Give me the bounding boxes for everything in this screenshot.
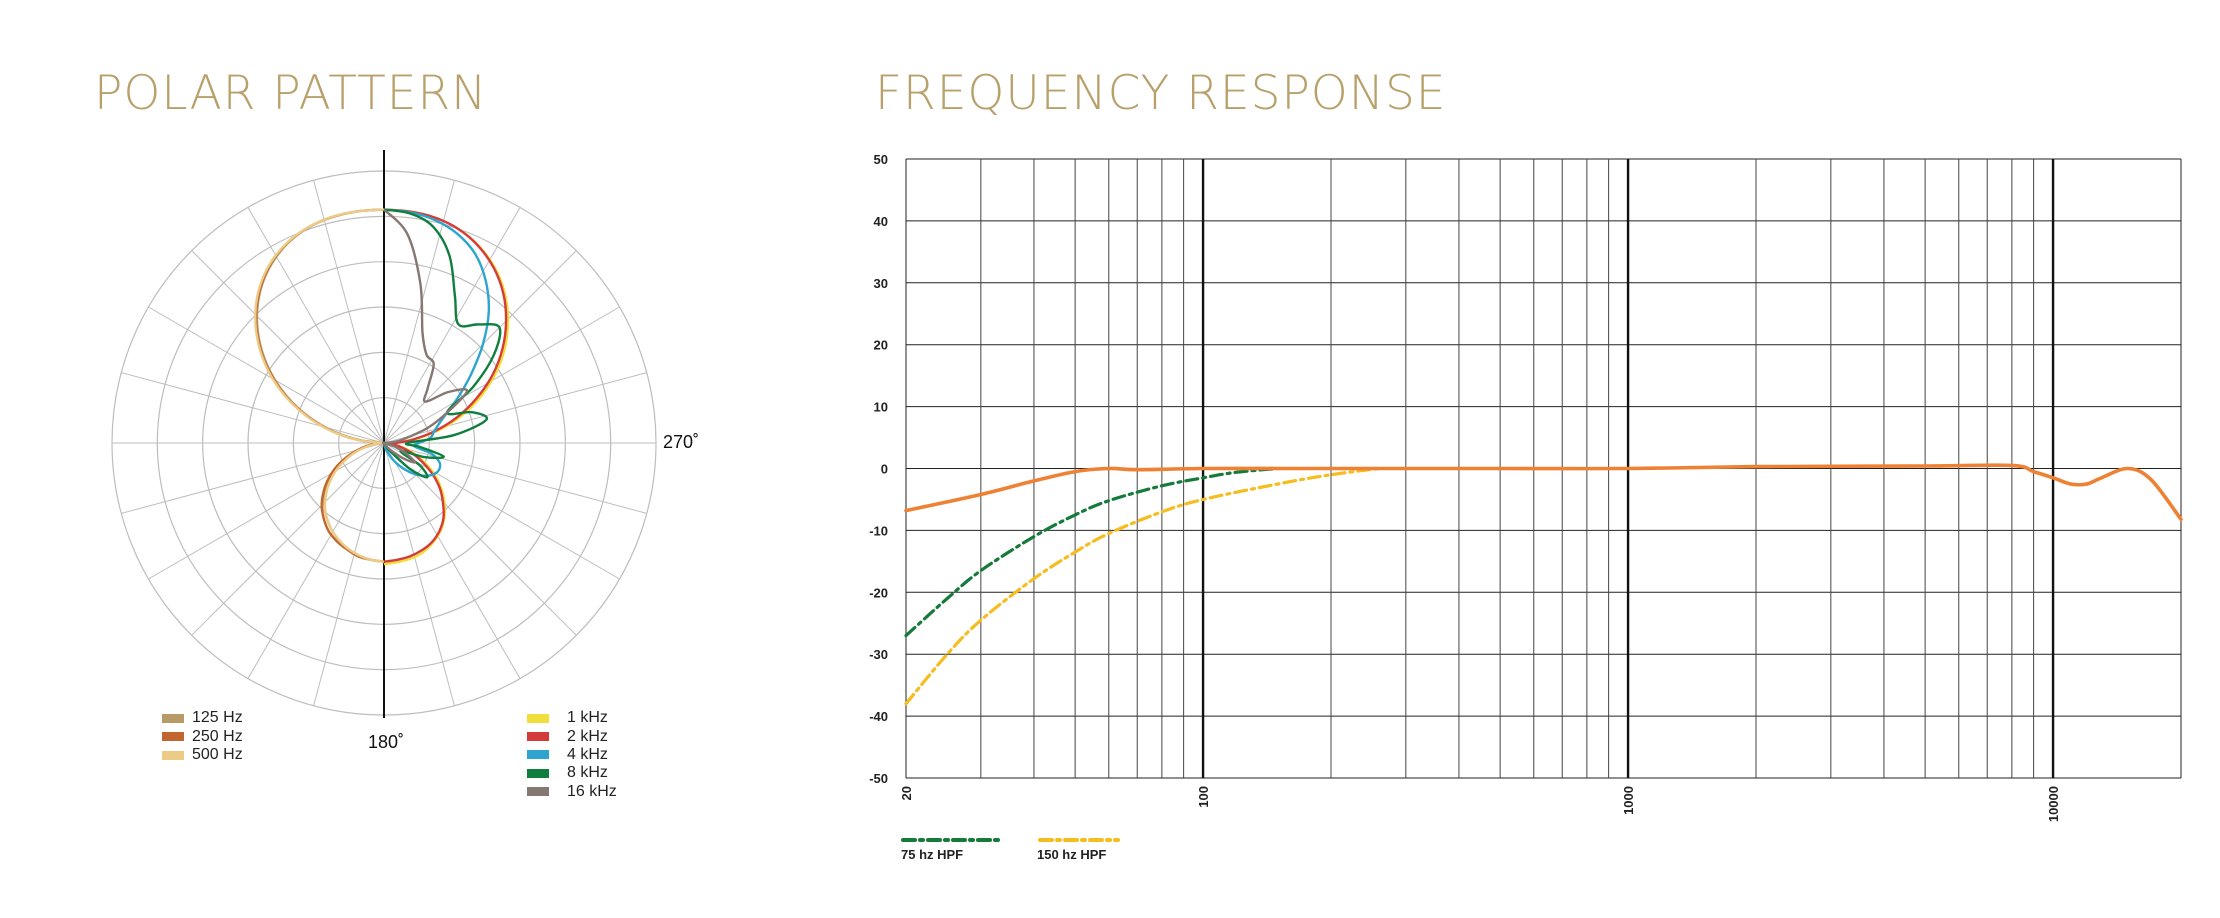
polar-spoke-120 bbox=[383, 442, 620, 580]
freq-series-response bbox=[904, 463, 2183, 522]
legend-label-2khz: 2 kHz bbox=[567, 727, 608, 745]
polar-legend-high: 1 kHz 2 kHz 4 kHz 8 kHz 16 kHz bbox=[527, 709, 617, 801]
polar-spoke-165 bbox=[383, 442, 455, 706]
freq-y-tick-50: 50 bbox=[874, 152, 888, 167]
legend-swatch-8khz bbox=[527, 768, 549, 778]
legend-label-500hz: 500 Hz bbox=[192, 746, 243, 764]
polar-series-2khz bbox=[383, 208, 508, 563]
polar-series-4khz bbox=[382, 208, 491, 477]
legend-swatch-4khz bbox=[527, 750, 549, 760]
polar-spoke-210 bbox=[247, 442, 385, 679]
polar-spoke-105 bbox=[383, 442, 647, 514]
polar-angle-label-270: 270˚ bbox=[663, 432, 700, 452]
freq-y-tick-40: 40 bbox=[874, 214, 888, 229]
freq-x-tick-10000: 10000 bbox=[2046, 786, 2061, 822]
polar-spoke-45 bbox=[383, 250, 577, 444]
polar-spoke-345 bbox=[313, 180, 385, 444]
freq-x-tick-1000: 1000 bbox=[1621, 786, 1636, 815]
polar-pattern-title: POLAR PATTERN bbox=[94, 66, 488, 121]
legend-swatch-2khz bbox=[527, 732, 549, 742]
legend-label-4khz: 4 kHz bbox=[567, 745, 608, 763]
frequency-series-group bbox=[904, 463, 2183, 706]
polar-spoke-225 bbox=[191, 442, 385, 636]
legend-label-125hz: 125 Hz bbox=[192, 709, 243, 727]
freq-y-tick--40: -40 bbox=[869, 709, 888, 724]
legend-swatch-250hz bbox=[162, 732, 184, 742]
legend-item-4khz: 4 kHz bbox=[527, 746, 617, 764]
freq-x-tick-20: 20 bbox=[899, 786, 914, 800]
frequency-response-title: FREQUENCY RESPONSE bbox=[875, 66, 1447, 121]
polar-spoke-300 bbox=[148, 306, 385, 444]
polar-spoke-285 bbox=[121, 372, 385, 444]
freq-series-hpf-75 bbox=[904, 466, 1280, 638]
polar-spoke-255 bbox=[121, 442, 385, 514]
hpf-150-label: 150 hz HPF bbox=[1037, 847, 1107, 862]
hpf-legend-75: 75 hz HPF bbox=[901, 830, 963, 862]
frequency-grid bbox=[905, 158, 2182, 779]
freq-y-tick--30: -30 bbox=[869, 647, 888, 662]
legend-item-8khz: 8 kHz bbox=[527, 764, 617, 782]
polar-spoke-315 bbox=[191, 250, 385, 444]
freq-y-tick-20: 20 bbox=[874, 338, 888, 353]
polar-series-16khz bbox=[381, 208, 469, 464]
polar-series-8khz bbox=[382, 208, 502, 479]
freq-y-tick--50: -50 bbox=[869, 771, 888, 786]
freq-y-tick-30: 30 bbox=[874, 276, 888, 291]
hpf-75-label: 75 hz HPF bbox=[901, 847, 964, 862]
legend-item-125hz: 125 Hz bbox=[162, 709, 243, 728]
polar-spoke-30 bbox=[383, 207, 521, 444]
polar-spoke-75 bbox=[383, 372, 647, 444]
freq-y-tick-0: 0 bbox=[881, 462, 888, 477]
legend-swatch-1khz bbox=[527, 713, 549, 723]
legend-item-2khz: 2 kHz bbox=[527, 727, 617, 745]
polar-spoke-195 bbox=[313, 442, 385, 706]
polar-spoke-150 bbox=[383, 442, 521, 679]
polar-series-group bbox=[254, 208, 510, 566]
legend-label-250hz: 250 Hz bbox=[192, 727, 243, 745]
legend-swatch-16khz bbox=[527, 787, 549, 797]
freq-y-tick-10: 10 bbox=[874, 400, 888, 415]
legend-label-16khz: 16 kHz bbox=[567, 782, 617, 800]
freq-series-hpf-150 bbox=[904, 466, 1381, 706]
polar-legend-low: 125 Hz 250 Hz 500 Hz bbox=[162, 709, 243, 765]
polar-angle-label-180: 180˚ bbox=[368, 732, 405, 752]
legend-swatch-500hz bbox=[162, 750, 184, 760]
freq-y-tick--10: -10 bbox=[869, 523, 888, 538]
freq-y-tick--20: -20 bbox=[869, 585, 888, 600]
legend-item-1khz: 1 kHz bbox=[527, 709, 617, 727]
legend-swatch-125hz bbox=[162, 713, 184, 723]
polar-grid bbox=[111, 150, 657, 718]
legend-item-16khz: 16 kHz bbox=[527, 783, 617, 801]
legend-label-1khz: 1 kHz bbox=[567, 709, 608, 727]
legend-item-250hz: 250 Hz bbox=[162, 728, 243, 747]
legend-item-500hz: 500 Hz bbox=[162, 746, 243, 765]
polar-spoke-240 bbox=[148, 442, 385, 580]
polar-spoke-60 bbox=[383, 306, 620, 444]
legend-label-8khz: 8 kHz bbox=[567, 764, 608, 782]
hpf-legend-150: 150 hz HPF bbox=[1037, 830, 1106, 862]
freq-x-tick-100: 100 bbox=[1196, 786, 1211, 808]
polar-spoke-330 bbox=[247, 207, 385, 444]
